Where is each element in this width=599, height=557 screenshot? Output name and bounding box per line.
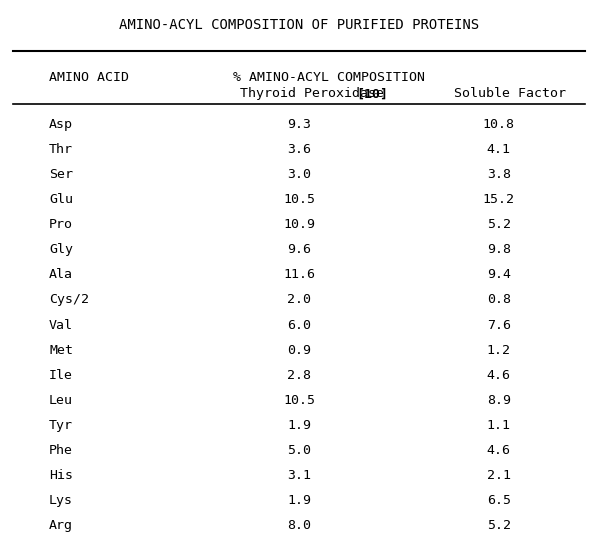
Text: 2.8: 2.8 bbox=[287, 369, 311, 382]
Text: Pro: Pro bbox=[49, 218, 73, 231]
Text: 15.2: 15.2 bbox=[483, 193, 515, 206]
Text: 9.8: 9.8 bbox=[487, 243, 511, 256]
Text: 10.9: 10.9 bbox=[283, 218, 315, 231]
Text: Glu: Glu bbox=[49, 193, 73, 206]
Text: 4.6: 4.6 bbox=[487, 369, 511, 382]
Text: Tyr: Tyr bbox=[49, 419, 73, 432]
Text: 8.0: 8.0 bbox=[287, 520, 311, 532]
Text: Phe: Phe bbox=[49, 444, 73, 457]
Text: 3.1: 3.1 bbox=[287, 469, 311, 482]
Text: 3.8: 3.8 bbox=[487, 168, 511, 181]
Text: 1.1: 1.1 bbox=[487, 419, 511, 432]
Text: Soluble Factor: Soluble Factor bbox=[454, 87, 566, 100]
Text: [10]: [10] bbox=[356, 87, 388, 100]
Text: Cys/2: Cys/2 bbox=[49, 294, 89, 306]
Text: 1.9: 1.9 bbox=[287, 494, 311, 507]
Text: Val: Val bbox=[49, 319, 73, 331]
Text: 10.8: 10.8 bbox=[483, 118, 515, 131]
Text: 10.5: 10.5 bbox=[283, 193, 315, 206]
Text: % AMINO-ACYL COMPOSITION: % AMINO-ACYL COMPOSITION bbox=[233, 71, 425, 84]
Text: 8.9: 8.9 bbox=[487, 394, 511, 407]
Text: 2.0: 2.0 bbox=[287, 294, 311, 306]
Text: 9.4: 9.4 bbox=[487, 268, 511, 281]
Text: 6.0: 6.0 bbox=[287, 319, 311, 331]
Text: 0.9: 0.9 bbox=[287, 344, 311, 356]
Text: Lys: Lys bbox=[49, 494, 73, 507]
Text: Met: Met bbox=[49, 344, 73, 356]
Text: 7.6: 7.6 bbox=[487, 319, 511, 331]
Text: 3.6: 3.6 bbox=[287, 143, 311, 156]
Text: 0.8: 0.8 bbox=[487, 294, 511, 306]
Text: Arg: Arg bbox=[49, 520, 73, 532]
Text: Asp: Asp bbox=[49, 118, 73, 131]
Text: 1.2: 1.2 bbox=[487, 344, 511, 356]
Text: 5.2: 5.2 bbox=[487, 218, 511, 231]
Text: 5.0: 5.0 bbox=[287, 444, 311, 457]
Text: 3.0: 3.0 bbox=[287, 168, 311, 181]
Text: 5.2: 5.2 bbox=[487, 520, 511, 532]
Text: Thyroid Peroxidase: Thyroid Peroxidase bbox=[240, 87, 392, 100]
Text: His: His bbox=[49, 469, 73, 482]
Text: 6.5: 6.5 bbox=[487, 494, 511, 507]
Text: 1.9: 1.9 bbox=[287, 419, 311, 432]
Text: Ala: Ala bbox=[49, 268, 73, 281]
Text: Leu: Leu bbox=[49, 394, 73, 407]
Text: Thr: Thr bbox=[49, 143, 73, 156]
Text: 2.1: 2.1 bbox=[487, 469, 511, 482]
Text: 4.1: 4.1 bbox=[487, 143, 511, 156]
Text: 9.6: 9.6 bbox=[287, 243, 311, 256]
Text: Gly: Gly bbox=[49, 243, 73, 256]
Text: 10.5: 10.5 bbox=[283, 394, 315, 407]
Text: Ile: Ile bbox=[49, 369, 73, 382]
Text: 11.6: 11.6 bbox=[283, 268, 315, 281]
Text: 4.6: 4.6 bbox=[487, 444, 511, 457]
Text: Ser: Ser bbox=[49, 168, 73, 181]
Text: AMINO ACID: AMINO ACID bbox=[49, 71, 129, 84]
Text: AMINO-ACYL COMPOSITION OF PURIFIED PROTEINS: AMINO-ACYL COMPOSITION OF PURIFIED PROTE… bbox=[119, 18, 479, 32]
Text: 9.3: 9.3 bbox=[287, 118, 311, 131]
